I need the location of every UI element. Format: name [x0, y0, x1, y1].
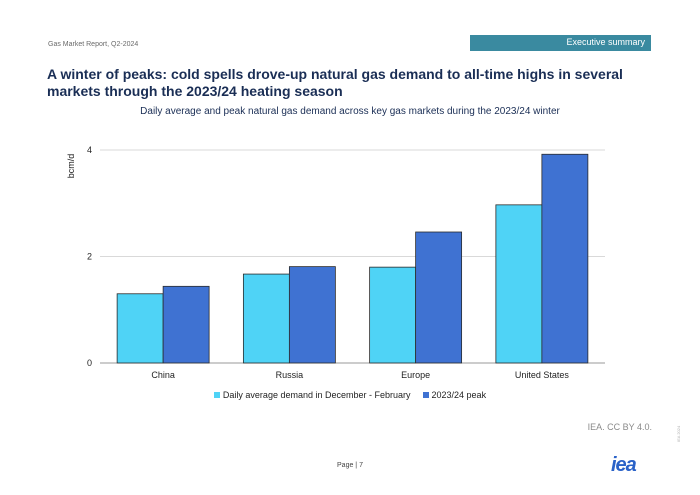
bar-average — [116, 293, 164, 364]
bar-average — [495, 204, 543, 364]
iea-logo: iea — [611, 454, 637, 476]
chart-title: Daily average and peak natural gas deman… — [140, 106, 560, 117]
x-tick-label: Europe — [401, 370, 430, 380]
x-tick-label: Russia — [276, 370, 304, 380]
section-tab: Executive summary — [470, 35, 651, 51]
y-axis-label: bcm/d — [66, 154, 76, 179]
bar-average — [242, 273, 290, 364]
source-credit: IEA. CC BY 4.0. — [587, 422, 652, 432]
page-title: A winter of peaks: cold spells drove-up … — [47, 66, 623, 99]
bar-peak — [288, 266, 336, 364]
legend-label-peak: 2023/24 peak — [431, 390, 487, 400]
bar-average — [369, 266, 417, 364]
x-tick-label: United States — [515, 370, 570, 380]
y-tick-label: 2 — [87, 252, 92, 262]
x-tick-label: China — [151, 370, 175, 380]
bar-peak — [541, 153, 589, 364]
chart-legend: Daily average demand in December - Febru… — [0, 390, 700, 400]
legend-swatch-average — [213, 392, 220, 398]
legend-swatch-peak — [422, 392, 429, 398]
legend-label-average: Daily average demand in December - Febru… — [222, 390, 411, 400]
y-tick-label: 0 — [87, 358, 92, 368]
y-tick-label: 4 — [87, 145, 92, 155]
page-number: Page | 7 — [337, 462, 363, 469]
legend-item-average: Daily average demand in December - Febru… — [213, 390, 411, 400]
report-label: Gas Market Report, Q2-2024 — [48, 41, 139, 48]
side-code: IEA 2024 — [676, 425, 681, 442]
bar-peak — [162, 285, 210, 364]
bar-peak — [415, 231, 463, 364]
legend-item-peak: 2023/24 peak — [422, 390, 487, 400]
